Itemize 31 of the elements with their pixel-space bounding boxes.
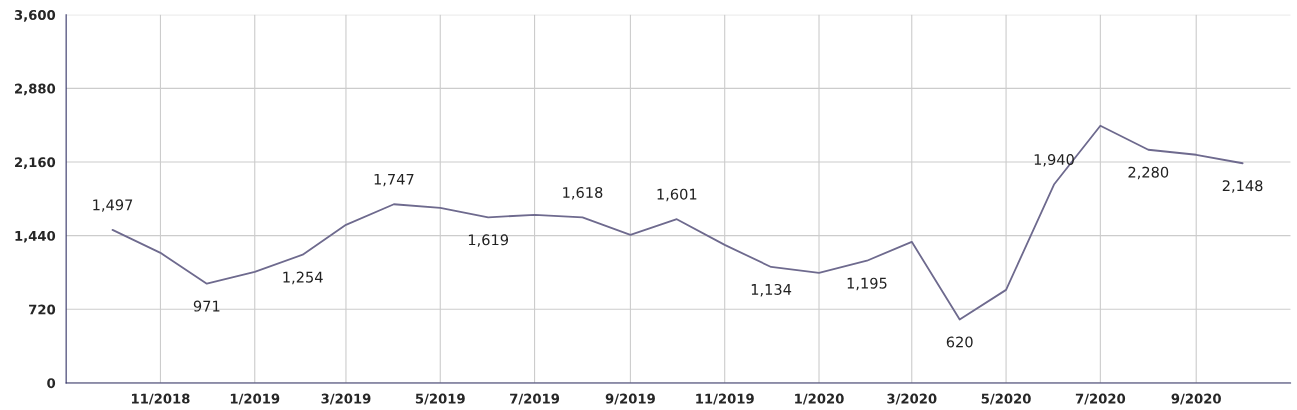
x-tick-label: 9/2020 [1171,393,1221,405]
x-tick-label: 1/2019 [230,393,280,405]
data-label: 1,940 [1034,154,1074,167]
x-tick-label: 3/2019 [321,393,371,405]
y-tick-label: 2,880 [15,83,56,96]
data-label: 1,134 [751,283,792,297]
data-label: 1,601 [657,188,697,202]
x-tick-label: 11/2018 [131,393,190,405]
x-tick-label: 7/2020 [1075,393,1126,405]
x-tick-label: 1/2020 [795,393,844,405]
data-label: 2,148 [1222,180,1263,193]
data-label: 1,195 [847,277,887,291]
x-tick-label: 7/2019 [510,393,560,405]
y-tick-label: 3,600 [14,9,56,22]
data-label: 1,618 [563,186,603,200]
x-tick-label: 5/2020 [981,393,1031,405]
data-label: 1,619 [468,234,509,247]
x-tick-label: 3/2020 [887,393,937,405]
data-label: 971 [193,300,220,312]
x-tick-label: 11/2019 [696,393,754,405]
data-label: 620 [946,336,973,348]
data-label: 1,747 [374,173,414,187]
data-label: 1,254 [283,271,323,285]
y-tick-label: 1,440 [15,230,56,243]
x-tick-label: 9/2019 [605,393,655,405]
x-tick-label: 5/2019 [415,393,465,405]
data-label: 2,280 [1128,166,1169,180]
data-label: 1,497 [93,199,133,212]
y-tick-label: 0 [47,378,56,389]
y-tick-label: 720 [29,304,56,315]
y-tick-label: 2,160 [15,157,56,169]
